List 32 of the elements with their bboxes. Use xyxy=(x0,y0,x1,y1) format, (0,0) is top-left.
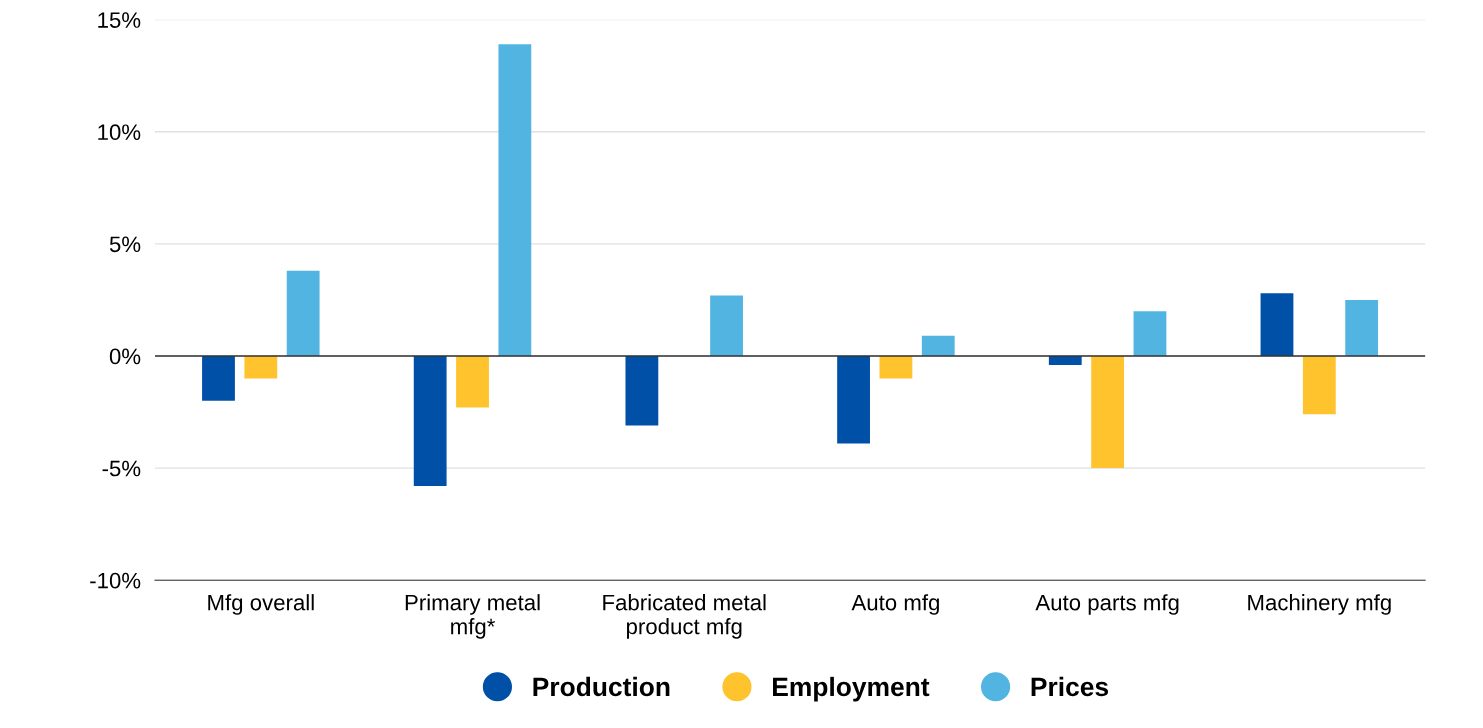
bar xyxy=(498,44,532,356)
bar xyxy=(1091,355,1125,469)
bar xyxy=(1048,355,1082,365)
bar xyxy=(413,355,447,487)
bar xyxy=(710,295,743,356)
bar xyxy=(625,355,659,426)
bar xyxy=(286,270,320,356)
bar xyxy=(244,355,278,379)
bar xyxy=(1133,311,1167,356)
y-tick-label: 0% xyxy=(109,348,141,365)
x-tick-label: Mfg overall xyxy=(208,594,314,615)
bar xyxy=(1345,299,1379,356)
bar xyxy=(1302,355,1336,415)
legend-label: Production xyxy=(533,676,670,697)
y-tick-label: -5% xyxy=(102,460,141,477)
bar xyxy=(456,355,489,408)
bar xyxy=(1260,293,1294,356)
y-tick-label: 5% xyxy=(109,236,141,253)
x-tick-label: Fabricated metal product mfg xyxy=(603,594,766,639)
legend-label: Employment xyxy=(773,676,930,702)
x-tick-label: Auto parts mfg xyxy=(1035,594,1179,615)
legend-label: Prices xyxy=(1031,676,1109,697)
y-tick-label: 15% xyxy=(98,12,141,28)
bar xyxy=(202,355,235,401)
bar xyxy=(921,335,955,356)
y-tick-label: 10% xyxy=(98,124,141,141)
x-tick-label: Machinery mfg xyxy=(1248,594,1391,615)
x-tick-label: Primary metal mfg* xyxy=(405,594,540,639)
bar xyxy=(879,355,913,379)
bar xyxy=(837,355,870,444)
x-tick-label: Auto mfg xyxy=(851,594,939,615)
y-tick-label: -10% xyxy=(90,572,141,589)
